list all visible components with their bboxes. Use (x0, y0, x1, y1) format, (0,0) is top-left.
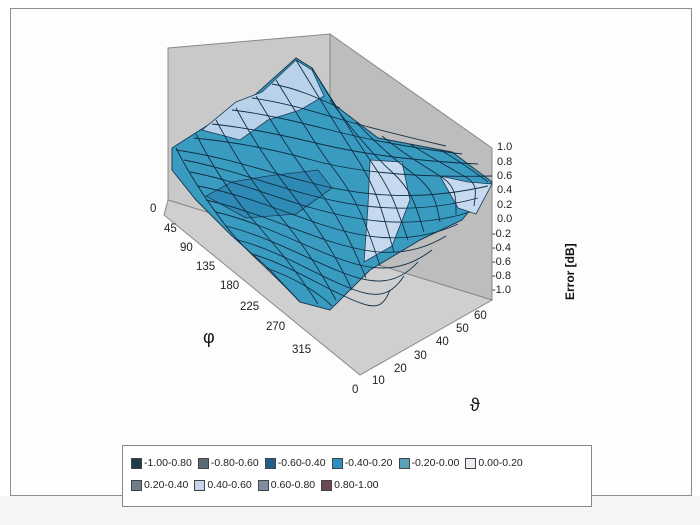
phi-tick-90: 90 (180, 242, 193, 254)
legend-label: 0.80-1.00 (334, 479, 379, 491)
legend-label: -0.40-0.20 (344, 457, 393, 469)
legend-label: -1.00-0.80 (144, 457, 192, 469)
legend-item: -0.60-0.40 (264, 452, 326, 474)
surface-mesh-phi (175, 83, 493, 307)
theta-tick-50: 50 (456, 323, 469, 335)
theta-ticks: 0 10 20 30 40 50 60 (352, 310, 487, 396)
phi-tick-315: 315 (292, 344, 311, 356)
legend-item: 0.60-0.80 (257, 474, 316, 496)
legend-swatch (257, 479, 269, 491)
legend-item: 0.80-1.00 (321, 474, 379, 496)
surface-mesh-theta (175, 59, 489, 305)
phi-tick-270: 270 (266, 321, 285, 333)
theta-tick-10: 10 (372, 375, 385, 387)
z-tick-0.2: 0.2 (497, 199, 512, 211)
legend-item: -1.00-0.80 (131, 452, 192, 474)
legend-swatch (194, 479, 206, 491)
legend-label: -0.80-0.60 (210, 457, 259, 469)
theta-tick-60: 60 (474, 310, 487, 322)
z-axis-title: Error [dB] (563, 243, 577, 300)
legend-swatch (131, 479, 142, 491)
legend-label: -0.20-0.00 (411, 457, 460, 469)
legend-item: -0.40-0.20 (331, 452, 393, 474)
legend-item: -0.20-0.00 (398, 452, 460, 474)
legend-label: -0.60-0.40 (277, 457, 326, 469)
z-tick-0.8: 0.8 (497, 156, 512, 168)
z-tick-neg0.4: -0.4 (492, 242, 511, 254)
phi-ticks: 0 45 90 135 180 225 270 315 (150, 203, 311, 356)
legend-swatch (197, 457, 209, 469)
legend-swatch (398, 457, 410, 469)
legend-label: 0.20-0.40 (144, 479, 189, 491)
theta-tick-0: 0 (352, 384, 358, 396)
legend-item: -0.80-0.60 (197, 452, 259, 474)
theta-tick-40: 40 (436, 336, 449, 348)
z-tick-neg0.6: -0.6 (492, 256, 511, 268)
surface-light-patch-right-b (439, 175, 493, 215)
legend-item: 0.40-0.60 (194, 474, 252, 496)
surface (171, 57, 493, 311)
legend-label: 0.40-0.60 (207, 479, 252, 491)
z-tick-0.4: 0.4 (497, 184, 512, 196)
legend-swatch (264, 457, 276, 469)
theta-tick-20: 20 (394, 363, 407, 375)
legend-label: 0.00-0.20 (478, 457, 523, 469)
legend-label: 0.60-0.80 (270, 479, 316, 491)
legend-swatch (321, 479, 333, 491)
z-ticks: 1.0 0.8 0.6 0.4 0.2 0.0 -0.2 -0.4 -0.6 -… (492, 141, 512, 296)
z-tick-0.6: 0.6 (497, 170, 512, 182)
z-tick-neg0.2: -0.2 (492, 228, 511, 240)
z-tick-neg0.8: -0.8 (492, 270, 511, 282)
phi-tick-0: 0 (150, 203, 156, 215)
phi-tick-225: 225 (240, 301, 259, 313)
z-tick-1: 1.0 (497, 141, 512, 153)
legend-item: 0.20-0.40 (131, 474, 188, 496)
legend-swatch (331, 457, 343, 469)
theta-axis-symbol: ϑ (470, 395, 480, 415)
legend-item: 0.00-0.20 (465, 452, 523, 474)
phi-tick-135: 135 (196, 261, 215, 273)
z-tick-neg1.0: -1.0 (492, 284, 511, 296)
theta-tick-30: 30 (414, 350, 427, 362)
phi-tick-180: 180 (220, 280, 239, 292)
z-tick-0.0: 0.0 (497, 213, 512, 225)
phi-tick-45: 45 (164, 223, 177, 235)
legend-swatch (131, 457, 142, 469)
legend-swatch (465, 457, 477, 469)
phi-axis-symbol: φ (203, 327, 215, 347)
legend: -1.00-0.80 -0.80-0.60 -0.60-0.40 -0.40-0.20… (122, 445, 592, 507)
